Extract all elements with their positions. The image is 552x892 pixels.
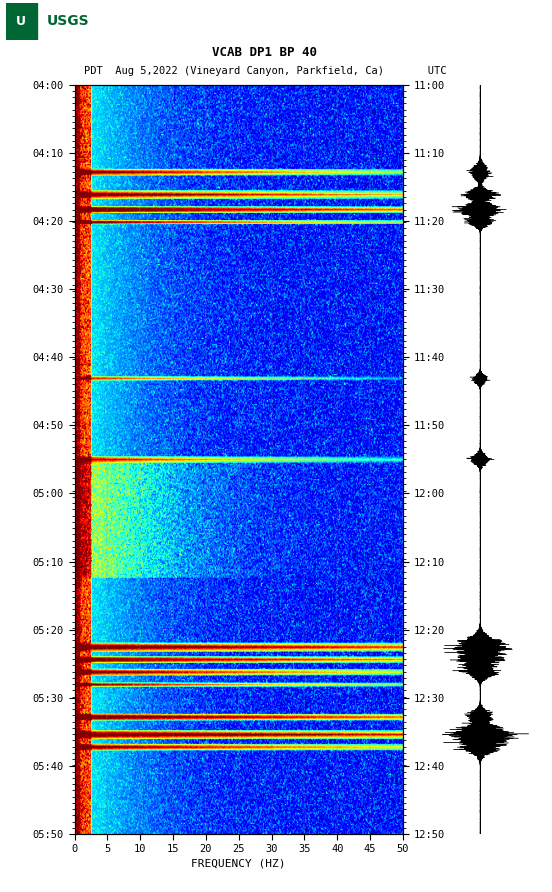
Text: USGS: USGS (47, 14, 89, 29)
X-axis label: FREQUENCY (HZ): FREQUENCY (HZ) (192, 859, 286, 869)
Bar (6, 3, 37, 40)
Text: U: U (16, 15, 26, 28)
Text: PDT  Aug 5,2022 (Vineyard Canyon, Parkfield, Ca)       UTC: PDT Aug 5,2022 (Vineyard Canyon, Parkfie… (84, 66, 446, 77)
Text: VCAB DP1 BP 40: VCAB DP1 BP 40 (213, 46, 317, 59)
